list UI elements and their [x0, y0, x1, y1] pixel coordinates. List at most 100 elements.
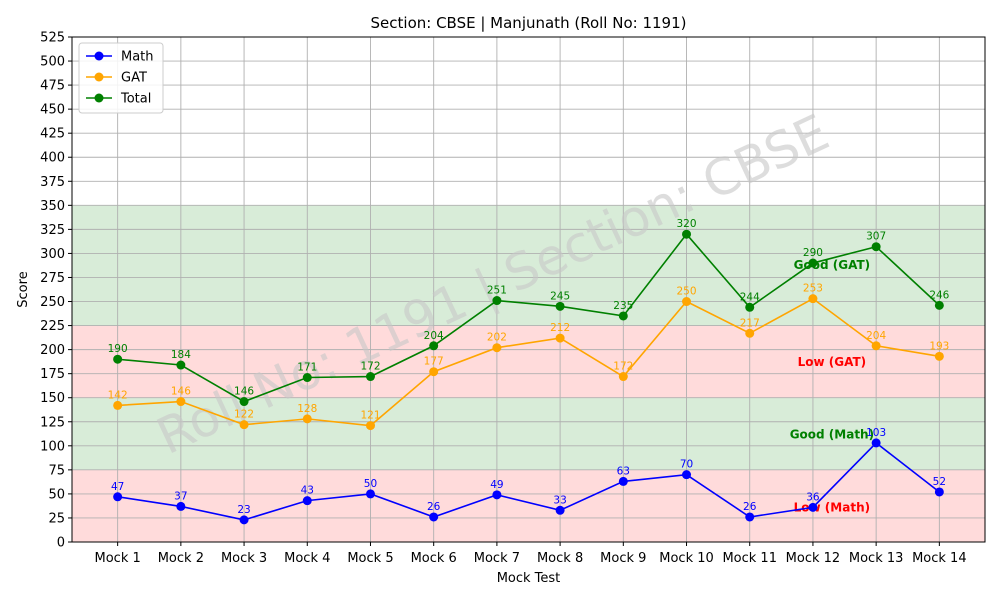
data-label: 190 — [108, 343, 128, 355]
y-tick-label: 100 — [40, 439, 65, 454]
data-point — [365, 372, 375, 382]
data-point — [302, 414, 312, 424]
data-point — [429, 512, 439, 522]
y-tick-label: 125 — [40, 415, 65, 430]
data-point — [808, 258, 818, 268]
data-label: 202 — [487, 332, 507, 344]
data-label: 63 — [617, 465, 630, 477]
data-label: 235 — [613, 300, 633, 312]
data-point — [239, 397, 249, 407]
legend-label: Math — [121, 50, 154, 65]
grid — [72, 36, 985, 543]
data-label: 47 — [111, 481, 124, 493]
data-label: 245 — [550, 290, 570, 302]
y-tick-label: 500 — [40, 55, 65, 70]
data-point — [808, 502, 818, 512]
data-label: 290 — [803, 247, 823, 259]
data-label: 43 — [301, 485, 314, 497]
data-point — [429, 341, 439, 351]
data-point — [492, 296, 502, 306]
y-tick-label: 275 — [40, 271, 65, 286]
data-point — [555, 333, 565, 343]
data-point — [682, 297, 692, 307]
y-tick-label: 400 — [40, 151, 65, 166]
data-point — [934, 351, 944, 361]
data-label: 320 — [676, 218, 696, 230]
data-point — [302, 496, 312, 506]
data-point — [365, 421, 375, 431]
x-tick-label: Mock 11 — [722, 551, 777, 566]
band-0 — [72, 469, 985, 542]
y-tick-label: 525 — [40, 31, 65, 46]
data-point — [618, 311, 628, 321]
data-label: 128 — [297, 403, 317, 415]
y-axis: 0 25 50 75 100 125 150 175 200 225 250 275 300 325 350… — [40, 31, 72, 551]
data-label: 246 — [929, 289, 949, 301]
data-label: 146 — [171, 386, 191, 398]
series-line — [117, 441, 940, 521]
x-tick-label: Mock 8 — [537, 551, 583, 566]
x-tick-label: Mock 3 — [221, 551, 267, 566]
series-math: 47 37 23 43 50 26 49 33 63 70 26 36 103 52 — [111, 427, 946, 525]
data-label: 212 — [550, 322, 570, 334]
data-label: 172 — [613, 361, 633, 373]
data-point — [934, 487, 944, 497]
y-tick-label: 25 — [48, 511, 65, 526]
y-tick-label: 350 — [40, 199, 65, 214]
y-tick-label: 175 — [40, 367, 65, 382]
data-label: 26 — [427, 501, 441, 513]
data-label: 251 — [487, 285, 507, 297]
data-point — [492, 490, 502, 500]
x-tick-label: Mock 2 — [158, 551, 204, 566]
y-axis-label: Score — [16, 271, 31, 307]
data-label: 103 — [866, 427, 886, 439]
band-label: Low (GAT) — [798, 355, 867, 369]
y-tick-label: 200 — [40, 343, 65, 358]
band-label: Low (Math) — [794, 500, 870, 514]
data-label: 184 — [171, 349, 191, 361]
y-tick-label: 425 — [40, 127, 65, 142]
data-label: 253 — [803, 283, 823, 295]
data-point — [239, 420, 249, 430]
y-tick-label: 0 — [57, 536, 65, 551]
y-tick-label: 300 — [40, 247, 65, 262]
data-label: 244 — [740, 291, 760, 303]
x-tick-label: Mock 12 — [786, 551, 841, 566]
band-label: Good (GAT) — [794, 258, 870, 272]
data-label: 193 — [929, 340, 949, 352]
data-point — [429, 367, 439, 377]
x-axis: Mock 1 Mock 2 Mock 3 Mock 4 Mock 5 Mock 6 Mock… — [95, 542, 967, 566]
data-label: 37 — [174, 490, 187, 502]
data-point — [113, 492, 123, 502]
data-point — [176, 397, 186, 407]
y-tick-label: 475 — [40, 79, 65, 94]
data-point — [113, 354, 123, 364]
y-tick-label: 75 — [48, 463, 65, 478]
band-1 — [72, 397, 985, 470]
y-tick-label: 375 — [40, 175, 65, 190]
data-point — [808, 294, 818, 304]
data-label: 49 — [490, 479, 503, 491]
y-tick-label: 450 — [40, 103, 65, 118]
data-label: 171 — [297, 362, 317, 374]
band-2 — [72, 325, 985, 398]
x-tick-label: Mock 4 — [284, 551, 330, 566]
data-label: 122 — [234, 409, 254, 421]
plot-frame — [71, 36, 986, 543]
x-tick-label: Mock 14 — [912, 551, 967, 566]
data-point — [745, 328, 755, 338]
series-line — [117, 232, 940, 403]
data-point — [871, 341, 881, 351]
data-point — [113, 400, 123, 410]
y-tick-label: 325 — [40, 223, 65, 238]
chart-title: Section: CBSE | Manjunath (Roll No: 1191… — [371, 14, 687, 32]
legend-label: GAT — [121, 71, 147, 86]
series-line — [117, 297, 940, 427]
data-point — [555, 505, 565, 515]
legend-swatch-marker — [94, 51, 104, 61]
data-point — [618, 476, 628, 486]
data-point — [871, 242, 881, 252]
data-point — [492, 343, 502, 353]
data-label: 50 — [364, 478, 377, 490]
